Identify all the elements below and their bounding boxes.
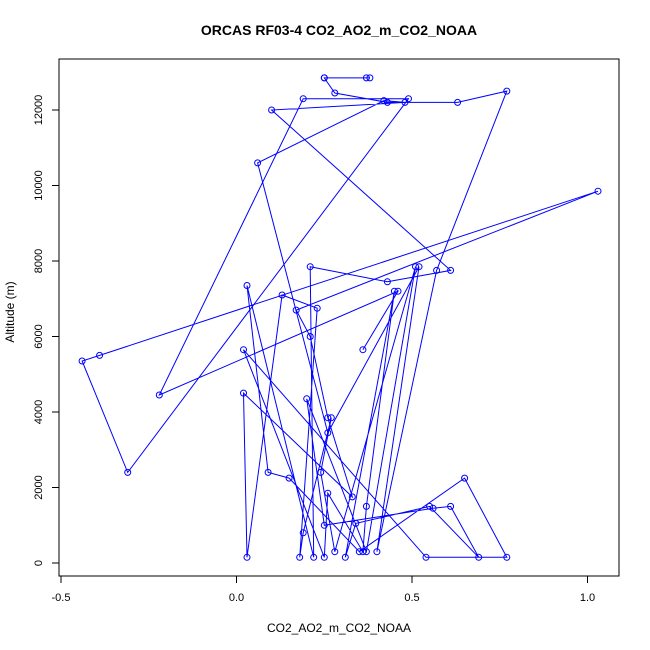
data-point <box>422 553 430 561</box>
data-point <box>324 489 332 497</box>
data-point <box>313 304 321 312</box>
y-tick-label: 2000 <box>33 475 45 499</box>
data-point <box>96 351 104 359</box>
data-point <box>352 519 360 527</box>
data-point <box>124 468 132 476</box>
data-point <box>331 548 339 556</box>
data-point <box>359 346 367 354</box>
data-point <box>415 263 423 271</box>
data-point <box>317 468 325 476</box>
data-point <box>373 548 381 556</box>
data-point <box>362 502 370 510</box>
chart-title: ORCAS RF03-4 CO2_AO2_m_CO2_NOAA <box>201 22 477 38</box>
data-point <box>320 74 328 82</box>
y-tick-label: 8000 <box>33 249 45 273</box>
series-line <box>81 77 599 558</box>
x-axis: -0.5 0.0 0.5 1.0 <box>52 575 595 604</box>
data-point <box>429 504 437 512</box>
data-point <box>320 553 328 561</box>
x-tick-label: -0.5 <box>52 592 71 604</box>
data-point <box>296 553 304 561</box>
y-tick-label: 6000 <box>33 324 45 348</box>
data-point <box>268 106 276 114</box>
data-point <box>243 282 251 289</box>
data-point <box>447 266 455 274</box>
y-tick-label: 0 <box>33 560 45 566</box>
data-point <box>390 287 398 295</box>
data-point <box>380 97 388 105</box>
data-point <box>383 278 391 286</box>
data-point <box>355 548 363 556</box>
data-point <box>327 414 335 422</box>
x-axis-label: CO2_AO2_m_CO2_NOAA <box>267 621 411 635</box>
data-point <box>503 87 511 95</box>
x-tick-label: 0.5 <box>404 592 419 604</box>
data-point <box>155 391 163 399</box>
data-point <box>594 187 602 195</box>
data-point <box>254 159 262 167</box>
data-point <box>320 521 328 529</box>
data-point <box>306 263 314 271</box>
data-point <box>362 74 370 82</box>
y-tick-label: 12000 <box>33 95 45 126</box>
data-point <box>240 346 247 354</box>
y-axis: 0 2000 4000 6000 8000 10000 12000 <box>33 95 60 566</box>
data-point <box>299 529 307 537</box>
x-tick-label: 1.0 <box>580 592 595 604</box>
data-point <box>324 429 332 437</box>
data-point <box>503 553 511 561</box>
y-axis-label: Altitude (m) <box>3 281 17 342</box>
y-tick-label: 4000 <box>33 400 45 424</box>
data-point <box>292 306 300 314</box>
data-point <box>299 95 307 103</box>
data-point <box>394 287 402 295</box>
data-point <box>405 95 412 103</box>
data-point <box>264 468 272 476</box>
data-point <box>306 333 314 340</box>
data-point <box>362 548 370 556</box>
data-point <box>348 493 356 501</box>
data-point <box>78 357 86 365</box>
series-layer <box>78 74 602 561</box>
data-point <box>331 89 339 97</box>
data-point <box>475 553 483 561</box>
data-point <box>278 291 286 299</box>
data-point <box>324 414 332 422</box>
data-point <box>454 98 462 106</box>
data-point <box>401 98 409 106</box>
data-point <box>310 553 318 561</box>
data-point <box>433 266 441 274</box>
data-point <box>461 474 469 482</box>
data-point <box>426 502 434 510</box>
data-point <box>447 502 455 510</box>
data-point <box>412 263 419 271</box>
data-point <box>359 548 367 556</box>
data-point <box>366 74 374 82</box>
data-point <box>341 553 349 561</box>
data-point <box>240 389 247 397</box>
y-tick-label: 10000 <box>33 170 45 201</box>
data-point <box>383 98 391 106</box>
data-point <box>285 474 293 482</box>
data-point <box>243 553 251 561</box>
data-point <box>303 395 311 403</box>
x-tick-label: 0.0 <box>229 592 244 604</box>
